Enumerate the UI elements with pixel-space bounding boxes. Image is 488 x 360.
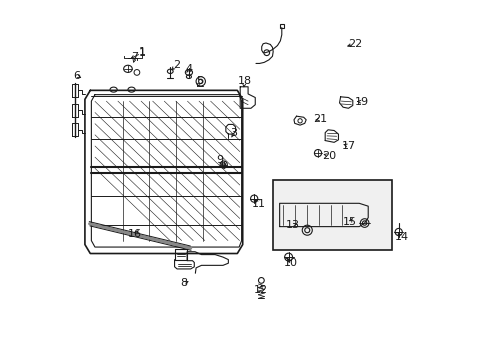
Text: 16: 16 <box>128 229 142 239</box>
Text: 15: 15 <box>343 217 357 227</box>
Text: 6: 6 <box>73 71 80 81</box>
Text: 2: 2 <box>172 60 180 70</box>
Text: 21: 21 <box>312 114 326 124</box>
Text: 18: 18 <box>237 76 251 86</box>
Text: 10: 10 <box>284 258 298 268</box>
Text: 13: 13 <box>285 220 299 230</box>
Text: 1: 1 <box>139 48 145 58</box>
Text: 9: 9 <box>215 155 223 165</box>
Bar <box>273 180 391 250</box>
Text: 12: 12 <box>253 285 267 295</box>
Bar <box>279 24 284 28</box>
Text: 17: 17 <box>341 141 355 151</box>
Text: 1: 1 <box>139 46 145 57</box>
Text: 5: 5 <box>196 76 203 86</box>
Text: 11: 11 <box>251 199 265 210</box>
Text: 3: 3 <box>230 129 237 138</box>
Text: 7: 7 <box>131 52 139 62</box>
Text: 14: 14 <box>394 232 408 242</box>
Text: 19: 19 <box>354 97 368 107</box>
Text: 22: 22 <box>347 39 361 49</box>
Text: 8: 8 <box>180 278 187 288</box>
Text: 4: 4 <box>185 64 192 74</box>
Text: 20: 20 <box>321 150 335 161</box>
